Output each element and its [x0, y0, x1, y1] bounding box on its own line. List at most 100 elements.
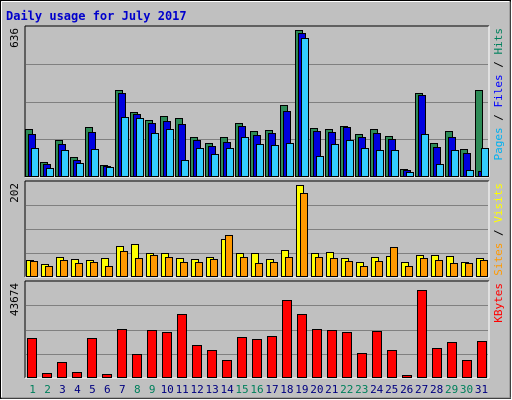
bar-kbytes-day-20: [312, 329, 322, 378]
bar-kbytes-day-16: [252, 339, 262, 378]
x-tick-day-16: 16: [250, 383, 263, 396]
right-label-part: Files: [492, 74, 505, 107]
bar-pages-day-18: [286, 143, 294, 177]
panel-bottom: 43674 KBytes: [8, 280, 505, 379]
bar-kbytes-day-11: [177, 314, 187, 378]
bar-pages-day-26: [406, 172, 414, 177]
x-tick-day-31: 31: [475, 383, 488, 396]
bar-kbytes-day-22: [342, 332, 352, 378]
bar-pages-day-6: [106, 167, 114, 177]
bar-sites-day-3: [60, 260, 68, 277]
bar-kbytes-day-1: [27, 338, 37, 378]
x-tick-day-7: 7: [119, 383, 126, 396]
bar-kbytes-day-10: [162, 332, 172, 378]
x-tick-day-14: 14: [220, 383, 234, 396]
bar-pages-day-30: [466, 170, 474, 177]
bar-pages-day-27: [421, 134, 429, 177]
right-label-part: /: [492, 55, 505, 75]
right-label-part: KBytes: [492, 283, 505, 323]
x-tick-day-25: 25: [385, 383, 398, 396]
right-series-label: Sites / Visits: [492, 183, 505, 276]
bar-kbytes-day-14: [222, 360, 232, 378]
bar-pages-day-23: [361, 148, 369, 177]
bar-sites-day-27: [420, 258, 428, 277]
bar-sites-day-16: [255, 263, 263, 277]
bar-pages-day-11: [181, 160, 189, 177]
x-tick-day-22: 22: [340, 383, 353, 396]
bar-pages-day-19: [301, 38, 309, 177]
bar-pages-day-2: [46, 168, 54, 177]
x-tick-day-28: 28: [430, 383, 443, 396]
x-tick-day-26: 26: [400, 383, 413, 396]
x-axis-labels: 1 2 3 4 5 6 7 8 9 10 11 12 13 14 15 16 17 18 19 20 21 22 23 24 2…: [29, 383, 488, 396]
bar-kbytes-day-13: [207, 350, 217, 378]
bar-pages-day-7: [121, 117, 129, 177]
bar-pages-day-9: [151, 133, 159, 177]
bar-pages-day-1: [31, 148, 39, 177]
x-tick-day-9: 9: [149, 383, 156, 396]
bar-pages-day-31: [481, 148, 489, 177]
bar-kbytes-day-4: [72, 372, 82, 378]
right-label-part: Sites: [492, 243, 505, 276]
bar-kbytes-day-19: [297, 314, 307, 378]
bar-sites-day-30: [465, 263, 473, 277]
right-series-label: Pages / Files / Hits: [492, 28, 505, 161]
right-label-part: Pages: [492, 127, 505, 160]
bar-kbytes-day-18: [282, 300, 292, 378]
bar-sites-day-10: [165, 257, 173, 277]
panel-middle: 202 Sites / Visits: [8, 180, 505, 278]
bar-sites-day-2: [45, 266, 53, 277]
x-tick-day-5: 5: [89, 383, 96, 396]
bar-pages-day-17: [271, 145, 279, 177]
chart-title: Daily usage for July 2017: [6, 9, 187, 23]
bar-kbytes-day-24: [372, 331, 382, 378]
bar-kbytes-day-5: [87, 338, 97, 378]
bar-sites-day-17: [270, 262, 278, 277]
bar-sites-day-19: [300, 193, 308, 277]
bar-sites-day-6: [105, 266, 113, 277]
bar-sites-day-18: [285, 257, 293, 277]
x-tick-day-30: 30: [460, 383, 473, 396]
bar-kbytes-day-29: [447, 342, 457, 378]
x-tick-day-3: 3: [59, 383, 66, 396]
bar-sites-day-25: [390, 247, 398, 277]
x-tick-day-11: 11: [176, 383, 189, 396]
bar-sites-day-4: [75, 263, 83, 277]
x-tick-day-1: 1: [29, 383, 36, 396]
bar-sites-day-13: [210, 259, 218, 277]
x-tick-day-4: 4: [74, 383, 81, 396]
bar-pages-day-13: [211, 154, 219, 177]
bar-sites-day-21: [330, 258, 338, 277]
bar-kbytes-day-9: [147, 330, 157, 378]
x-tick-day-21: 21: [325, 383, 338, 396]
bar-sites-day-22: [345, 261, 353, 277]
x-tick-day-23: 23: [355, 383, 368, 396]
bar-pages-day-14: [226, 148, 234, 177]
x-tick-day-18: 18: [280, 383, 293, 396]
bar-sites-day-12: [195, 262, 203, 277]
bar-sites-day-28: [435, 260, 443, 277]
bar-pages-day-15: [241, 137, 249, 177]
panel-top: 636 Pages / Files / Hits: [8, 25, 505, 178]
bar-kbytes-day-25: [387, 350, 397, 378]
x-tick-day-6: 6: [104, 383, 111, 396]
bar-pages-day-25: [391, 150, 399, 177]
bar-sites-day-29: [450, 263, 458, 277]
bar-sites-day-26: [405, 266, 413, 277]
y-max-label: 636: [8, 28, 21, 48]
x-tick-day-27: 27: [415, 383, 428, 396]
bar-pages-day-12: [196, 148, 204, 177]
right-label-part: Visits: [492, 183, 505, 223]
bar-kbytes-day-30: [462, 360, 472, 378]
x-tick-day-20: 20: [310, 383, 323, 396]
bar-kbytes-day-12: [192, 345, 202, 378]
bar-sites-day-15: [240, 257, 248, 277]
x-tick-day-13: 13: [205, 383, 218, 396]
x-tick-day-2: 2: [44, 383, 51, 396]
y-max-label: 202: [8, 183, 21, 203]
x-tick-day-8: 8: [134, 383, 141, 396]
bar-pages-day-8: [136, 118, 144, 177]
bar-kbytes-day-3: [57, 362, 67, 378]
bar-pages-day-24: [376, 150, 384, 177]
